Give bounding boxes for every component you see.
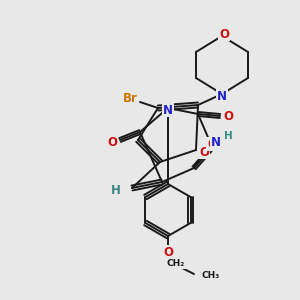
Text: O: O — [163, 245, 173, 259]
Text: O: O — [223, 110, 233, 122]
Text: N: N — [211, 136, 221, 148]
Text: O: O — [219, 28, 229, 40]
Text: N: N — [217, 89, 227, 103]
Text: Br: Br — [123, 92, 137, 104]
Text: CH₃: CH₃ — [202, 272, 220, 280]
Text: O: O — [107, 136, 117, 148]
Text: N: N — [163, 103, 173, 116]
Text: O: O — [199, 146, 209, 158]
Text: H: H — [111, 184, 121, 196]
Text: CH₂: CH₂ — [167, 260, 185, 268]
Text: O: O — [207, 137, 217, 151]
Text: H: H — [224, 131, 232, 141]
